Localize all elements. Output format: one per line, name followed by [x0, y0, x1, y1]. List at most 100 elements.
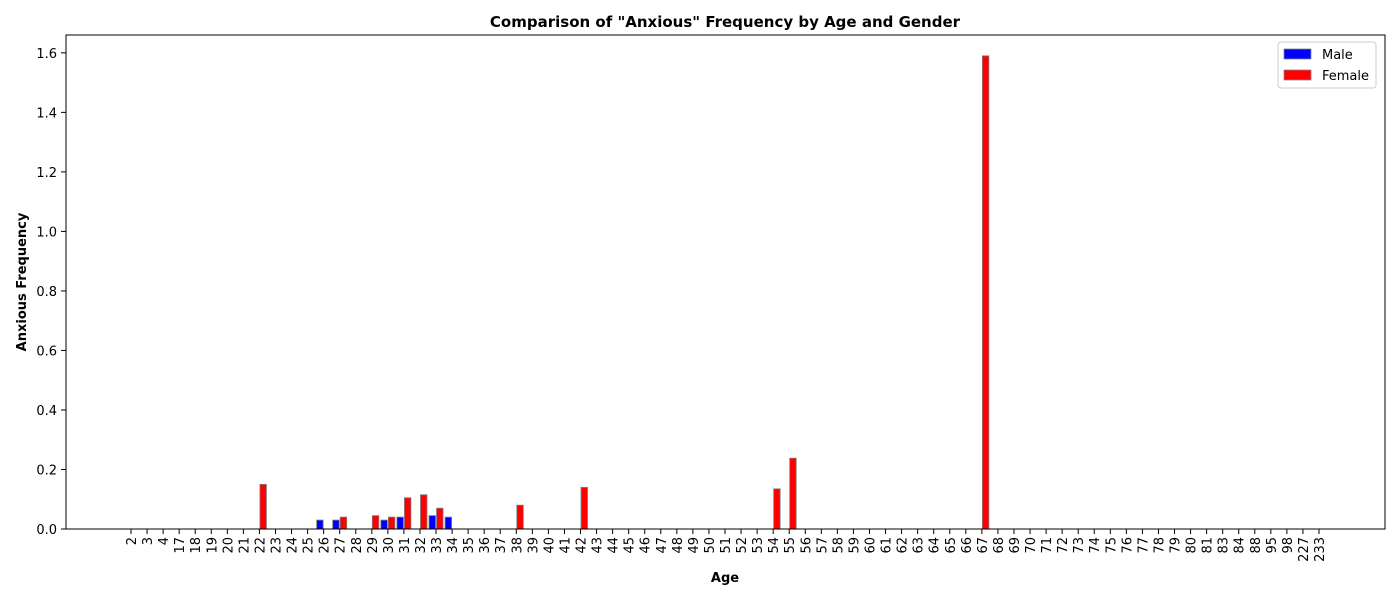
x-tick-label: 88: [1249, 537, 1264, 554]
y-axis: 0.0 0.2 0.4 0.6 0.8 1.0 1.2 1.4 1.6: [36, 47, 66, 538]
x-tick-label: 22: [253, 537, 268, 554]
x-tick-label: 44: [607, 537, 622, 554]
x-tick-label: 39: [526, 537, 541, 554]
x-tick-label: 68: [992, 537, 1007, 554]
x-tick-label: 75: [1104, 537, 1119, 554]
x-tick-label: 23: [269, 537, 284, 554]
bars: [259, 55, 990, 530]
x-tick-label: 58: [831, 537, 846, 554]
x-tick-label: 24: [286, 537, 301, 554]
bar-male-31: [396, 516, 404, 530]
x-tick-label: 48: [671, 537, 686, 554]
x-tick-label: 17: [173, 537, 188, 554]
x-tick-label: 26: [318, 537, 333, 554]
bar-male-27: [332, 519, 340, 530]
x-tick-label: 80: [1185, 537, 1200, 554]
x-tick-label: 64: [928, 537, 943, 554]
bar-female-32: [420, 494, 428, 530]
bar-female-27: [339, 516, 348, 530]
y-tick-label: 1.2: [36, 166, 57, 181]
x-tick-label: 63: [912, 537, 927, 554]
y-tick-label: 1.0: [36, 225, 57, 240]
x-tick-label: 95: [1265, 537, 1280, 554]
x-tick-label: 32: [414, 537, 429, 554]
x-tick-label: 36: [478, 537, 493, 554]
x-tick-label: 50: [703, 537, 718, 554]
x-tick-label: 57: [815, 537, 830, 554]
x-tick-label: 31: [398, 537, 413, 554]
y-tick-label: 1.4: [36, 106, 57, 121]
bar-female-33: [436, 507, 444, 530]
x-tick-label: 53: [751, 537, 766, 554]
legend-swatch-female: [1283, 69, 1312, 81]
x-tick-label: 42: [575, 537, 590, 554]
x-tick-label: 46: [639, 537, 654, 554]
x-axis: 2 3 4 17 18 19 20 21 22 23 24 25 26 27 28 29 30 31 32 33 34 3…: [125, 529, 1328, 562]
legend-swatch-male: [1283, 48, 1312, 60]
y-tick-label: 0.6: [36, 344, 57, 359]
bar-female-55: [789, 457, 797, 530]
x-tick-label: 34: [446, 537, 461, 554]
bar-male-26: [316, 519, 324, 530]
x-tick-label: 98: [1281, 537, 1296, 554]
x-tick-label: 40: [542, 537, 557, 554]
y-tick-label: 1.6: [36, 47, 57, 62]
x-tick-label: 76: [1120, 537, 1135, 554]
x-tick-label: 20: [221, 537, 236, 554]
x-tick-label: 2: [125, 537, 140, 545]
x-tick-label: 84: [1233, 537, 1248, 554]
x-tick-label: 38: [510, 537, 525, 554]
x-tick-label: 72: [1056, 537, 1071, 554]
y-tick-label: 0.4: [36, 404, 57, 419]
bar-female-31: [404, 497, 412, 530]
x-tick-label: 4: [157, 537, 172, 545]
x-tick-label: 51: [719, 537, 734, 554]
bar-female-67: [981, 55, 990, 530]
x-tick-label: 233: [1313, 537, 1328, 562]
x-tick-label: 62: [896, 537, 911, 554]
x-tick-label: 52: [735, 537, 750, 554]
x-axis-title: Age: [711, 571, 739, 586]
x-tick-label: 60: [863, 537, 878, 554]
x-tick-label: 37: [494, 537, 509, 554]
legend: Male Female: [1277, 41, 1377, 89]
x-tick-label: 59: [847, 537, 862, 554]
y-tick-label: 0.0: [36, 523, 57, 538]
x-tick-label: 67: [976, 537, 991, 554]
x-tick-label: 19: [205, 537, 220, 554]
x-tick-label: 56: [799, 537, 814, 554]
x-tick-label: 30: [382, 537, 397, 554]
x-tick-label: 49: [687, 537, 702, 554]
x-tick-label: 227: [1297, 537, 1312, 562]
x-tick-label: 55: [783, 537, 798, 554]
x-tick-label: 47: [655, 537, 670, 554]
x-tick-label: 73: [1072, 537, 1087, 554]
y-tick-label: 0.8: [36, 285, 57, 300]
x-tick-label: 21: [237, 537, 252, 554]
chart-title: Comparison of "Anxious" Frequency by Age…: [490, 13, 961, 31]
x-tick-label: 35: [462, 537, 477, 554]
x-tick-label: 74: [1088, 537, 1103, 554]
x-tick-label: 70: [1024, 537, 1039, 554]
x-tick-label: 78: [1152, 537, 1167, 554]
bar-female-30: [387, 516, 396, 530]
bar-male-33: [428, 515, 436, 530]
x-tick-label: 45: [623, 537, 638, 554]
x-tick-label: 77: [1136, 537, 1151, 554]
x-tick-label: 43: [591, 537, 606, 554]
bar-male-34: [444, 516, 452, 530]
x-tick-label: 83: [1217, 537, 1232, 554]
x-tick-label: 33: [430, 537, 445, 554]
x-tick-label: 79: [1169, 537, 1184, 554]
x-tick-label: 65: [944, 537, 959, 554]
x-tick-label: 29: [366, 537, 381, 554]
bar-female-22: [259, 483, 267, 530]
x-tick-label: 3: [141, 537, 156, 545]
bar-female-29: [371, 515, 380, 530]
x-tick-label: 27: [334, 537, 349, 554]
x-tick-label: 25: [302, 537, 317, 554]
x-tick-label: 18: [189, 537, 204, 554]
y-axis-title: Anxious Frequency: [15, 212, 30, 351]
x-tick-label: 66: [960, 537, 975, 554]
